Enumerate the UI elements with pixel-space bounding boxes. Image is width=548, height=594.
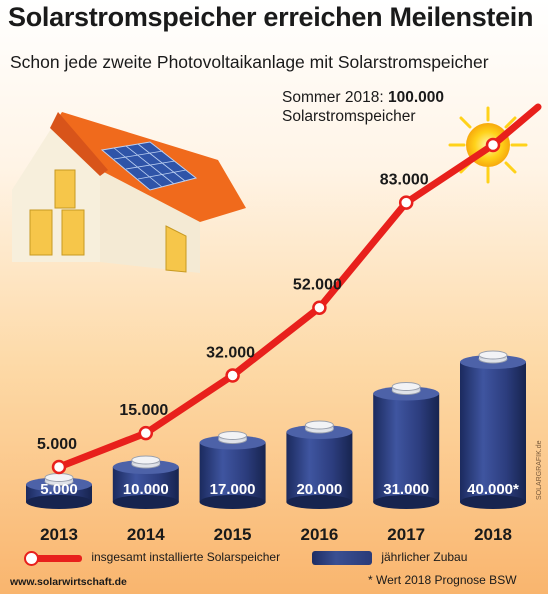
line-series-extension xyxy=(489,103,542,149)
house-window xyxy=(61,209,85,256)
battery-body xyxy=(373,393,440,502)
battery-bottom xyxy=(286,495,353,509)
battery-terminal-top xyxy=(478,350,508,360)
source-url[interactable]: www.solarwirtschaft.de xyxy=(10,576,127,588)
bar-value-label: 20.000 xyxy=(296,481,342,498)
line-series-total xyxy=(55,141,497,471)
line-value-label: 15.000 xyxy=(119,402,168,419)
battery-body xyxy=(199,442,266,502)
line-point xyxy=(485,137,501,153)
bar-value-label: 40.000* xyxy=(467,481,519,498)
legend-bar-label: jährlicher Zubau xyxy=(381,550,468,564)
house-window xyxy=(54,169,76,209)
chart-subtitle: Schon jede zweite Photovoltaikanlage mit… xyxy=(10,52,489,72)
line-point xyxy=(51,459,67,475)
line-value-label: 52.000 xyxy=(293,277,342,294)
annotation-value: 100.000 xyxy=(387,89,445,106)
x-tick-label: 2013 xyxy=(40,525,78,544)
x-tick-label: 2014 xyxy=(127,525,165,544)
line-value-label: 83.000 xyxy=(380,172,429,189)
battery-bar xyxy=(26,473,92,509)
footnote: * Wert 2018 Prognose BSW xyxy=(368,573,517,587)
chart-title: Solarstromspeicher erreichen Meilenstein xyxy=(8,2,534,32)
line-point xyxy=(398,195,414,210)
line-point xyxy=(312,300,327,315)
house-window xyxy=(165,225,187,273)
battery-bar xyxy=(460,350,526,509)
credit-label: SOLARGRAFIK.de xyxy=(536,440,543,500)
house-window xyxy=(29,209,53,256)
battery-body xyxy=(460,362,526,502)
legend-line-label: insgesamt installierte Solarspeicher xyxy=(91,550,281,564)
annotation-2018: Sommer 2018: 100.000 Solarstromspeicher xyxy=(282,88,444,126)
legend-bar-symbol xyxy=(312,550,372,565)
legend-line-item: insgesamt installierte Solarspeicher xyxy=(24,550,281,566)
x-tick-label: 2016 xyxy=(300,525,338,544)
battery-terminal-top xyxy=(131,455,161,465)
annotation-prefix: Sommer 2018: xyxy=(282,89,384,106)
line-value-label: 5.000 xyxy=(37,436,77,453)
battery-bar xyxy=(373,382,440,509)
x-tick-label: 2018 xyxy=(474,525,512,544)
bar-value-label: 31.000 xyxy=(383,481,429,498)
battery-body xyxy=(286,432,353,502)
battery-terminal-top xyxy=(304,420,334,430)
bar-value-label: 17.000 xyxy=(210,481,256,498)
battery-terminal-top xyxy=(218,431,248,440)
legend-line-symbol xyxy=(24,550,82,566)
x-tick-label: 2017 xyxy=(387,525,425,544)
battery-bottom xyxy=(199,495,266,509)
solar-panel xyxy=(100,141,198,191)
line-point xyxy=(138,425,154,441)
legend-bar-item: jährlicher Zubau xyxy=(312,550,467,565)
battery-bar xyxy=(112,455,179,509)
battery-terminal-top xyxy=(391,382,421,391)
annotation-line2: Solarstromspeicher xyxy=(282,108,416,125)
battery-bar xyxy=(199,431,266,509)
house-roof-edge xyxy=(50,112,108,176)
house-illustration xyxy=(12,112,246,273)
battery-bottom xyxy=(112,495,179,509)
battery-bottom xyxy=(460,495,526,509)
battery-bottom xyxy=(373,495,440,509)
battery-bar xyxy=(286,420,353,509)
battery-bottom xyxy=(26,495,92,509)
line-value-label: 32.000 xyxy=(206,344,255,361)
line-point xyxy=(225,368,240,383)
x-tick-label: 2015 xyxy=(214,525,252,544)
bar-value-label: 10.000 xyxy=(123,481,169,498)
solar-panel-grid xyxy=(113,143,187,188)
bar-value-label: 5.000 xyxy=(40,481,78,498)
sun-rays xyxy=(448,106,528,184)
